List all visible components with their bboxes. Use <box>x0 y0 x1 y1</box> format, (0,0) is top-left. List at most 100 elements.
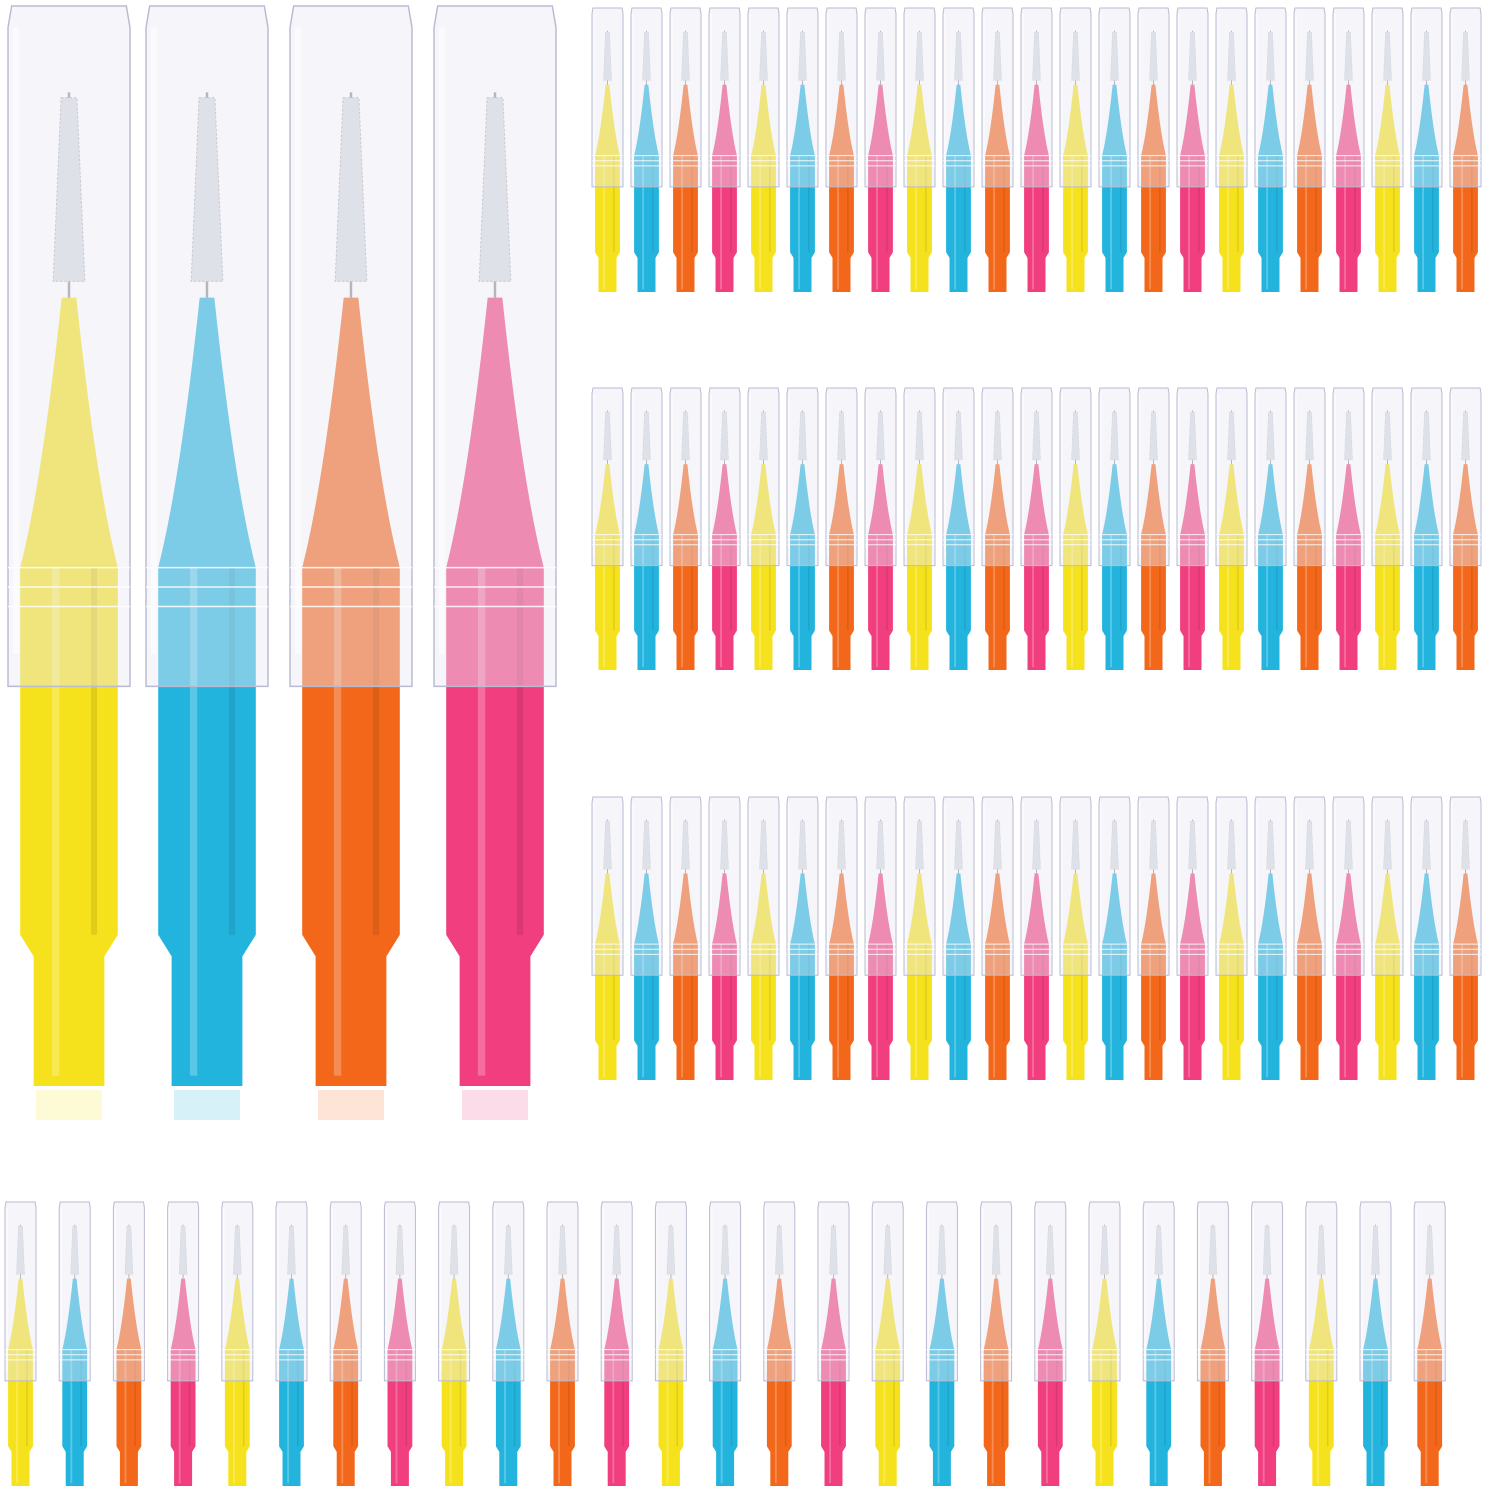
handle-highlight <box>503 1349 506 1484</box>
transparent-cap <box>1196 1201 1229 1382</box>
handle-shadow <box>90 567 98 935</box>
transparent-cap <box>1137 7 1170 188</box>
handle-highlight <box>876 155 879 290</box>
brush-bristles <box>883 1225 892 1275</box>
transparent-cap <box>58 1201 91 1382</box>
handle-highlight <box>798 155 801 290</box>
handle-highlight <box>954 155 957 290</box>
transparent-cap <box>221 1201 254 1382</box>
cap-glare <box>1295 802 1297 967</box>
brush-bristles <box>1266 820 1275 870</box>
row-3-brush-4 <box>708 796 741 1080</box>
transparent-cap <box>1449 387 1482 567</box>
transparent-cap <box>786 796 819 976</box>
transparent-cap <box>1215 387 1248 567</box>
handle-shadow <box>1237 534 1239 631</box>
row-2-brush-16 <box>1176 387 1209 670</box>
row-1-brush-12 <box>1020 7 1053 293</box>
transparent-cap <box>1020 796 1053 976</box>
transparent-cap <box>825 796 858 976</box>
handle-shadow <box>1042 944 1044 1041</box>
transparent-cap <box>546 1201 579 1382</box>
handle-shadow <box>730 1349 733 1447</box>
handle-shadow <box>1120 534 1122 631</box>
cap-glare <box>827 393 829 558</box>
cap-glare <box>6 1207 8 1373</box>
handle-shadow <box>1164 1349 1166 1447</box>
handle-shadow <box>1471 944 1473 1041</box>
transparent-cap <box>1176 7 1209 188</box>
row-1-brush-8 <box>864 7 897 293</box>
handle-shadow <box>1237 944 1239 1041</box>
handle-shadow <box>1435 1349 1437 1447</box>
cap-glare <box>788 13 790 179</box>
handle-highlight <box>1461 944 1464 1078</box>
handle-highlight <box>1383 155 1386 290</box>
brush-bristles <box>603 820 612 870</box>
brush-bristles <box>1149 411 1158 461</box>
transparent-cap <box>1088 1201 1121 1382</box>
brush-bristles <box>681 411 690 461</box>
row-1-brush-7 <box>825 7 858 293</box>
cap-glare <box>632 802 634 967</box>
brush-reflection <box>462 1090 528 1120</box>
cap-glare <box>983 13 985 179</box>
cap-glare <box>944 13 946 179</box>
handle-shadow <box>808 944 810 1041</box>
row-2-brush-8 <box>864 387 897 670</box>
handle-highlight <box>395 1349 398 1484</box>
brush-bristles <box>1262 1225 1272 1275</box>
transparent-cap <box>591 7 624 188</box>
transparent-cap <box>1059 7 1092 188</box>
cap-glare <box>749 802 751 967</box>
row-4-brush-18 <box>925 1201 958 1486</box>
brush-bristles <box>16 1225 25 1275</box>
handle-highlight <box>1188 155 1191 290</box>
cap-glare <box>277 1207 279 1373</box>
row-1-brush-1 <box>591 7 624 293</box>
transparent-cap <box>145 5 269 688</box>
transparent-cap <box>763 1201 796 1382</box>
transparent-cap <box>980 1201 1013 1382</box>
transparent-cap <box>275 1201 308 1382</box>
row-1-brush-21 <box>1371 7 1404 293</box>
handle-highlight <box>612 1349 615 1484</box>
handle-shadow <box>1354 944 1356 1041</box>
handle-highlight <box>876 534 879 668</box>
handle-highlight <box>1032 534 1035 668</box>
row-1-brush-2 <box>630 7 663 293</box>
handle-shadow <box>1432 534 1434 631</box>
handle-shadow <box>1432 944 1434 1041</box>
brush-bristles <box>1110 31 1119 81</box>
handle-highlight <box>837 944 840 1078</box>
handle-shadow <box>925 944 927 1041</box>
row-4-brush-23 <box>1196 1201 1229 1486</box>
brush-bristles <box>681 820 690 870</box>
handle-highlight <box>681 534 684 668</box>
handle-highlight <box>1425 1349 1428 1484</box>
handle-highlight <box>477 567 486 1076</box>
cap-glare <box>1139 802 1141 967</box>
transparent-cap <box>1215 796 1248 976</box>
handle-highlight <box>759 534 762 668</box>
cap-glare <box>710 13 712 179</box>
transparent-cap <box>1098 7 1131 188</box>
row-1-brush-5 <box>747 7 780 293</box>
brush-bristles <box>1071 31 1080 81</box>
row-3-brush-11 <box>981 796 1014 1080</box>
cap-glare <box>983 393 985 558</box>
handle-highlight <box>1461 534 1464 668</box>
handle-highlight <box>1100 1349 1103 1484</box>
brush-bristles <box>720 820 729 870</box>
handle-highlight <box>720 534 723 668</box>
transparent-cap <box>709 1201 742 1382</box>
transparent-cap <box>1020 7 1053 188</box>
handle-highlight <box>798 944 801 1078</box>
cap-glare <box>788 393 790 558</box>
row-3-brush-7 <box>825 796 858 1080</box>
cap-glare <box>1061 13 1063 179</box>
handle-shadow <box>1276 944 1278 1041</box>
row-4-brush-8 <box>383 1201 416 1486</box>
handle-highlight <box>1422 155 1425 290</box>
